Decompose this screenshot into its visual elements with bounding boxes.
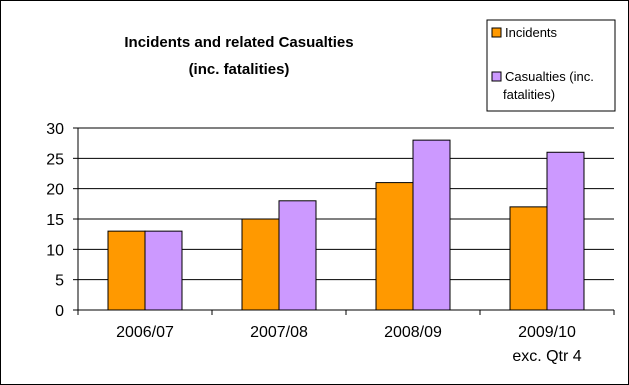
y-tick-label: 15 — [46, 212, 64, 229]
legend-swatch — [491, 27, 502, 38]
y-tick-label: 0 — [55, 303, 64, 320]
bar-incidents-3 — [509, 206, 548, 311]
x-tick-label-line2: exc. Qtr 4 — [512, 348, 581, 365]
bar-casualties-0 — [144, 230, 183, 311]
legend-label: Casualties (inc. — [505, 69, 594, 84]
x-tick-label: 2006/07 — [116, 324, 174, 341]
x-tick-label: 2009/10 — [518, 324, 576, 341]
bars — [107, 139, 585, 311]
legend-box — [486, 19, 616, 112]
chart-title: Incidents and related Casualties — [124, 34, 353, 51]
chart-subtitle: (inc. fatalities) — [189, 61, 290, 78]
bar-incidents-1 — [241, 218, 280, 311]
axes — [73, 127, 615, 315]
legend-label: fatalities) — [503, 87, 555, 102]
legend-swatch — [491, 71, 502, 82]
x-tick-label: 2007/08 — [250, 324, 308, 341]
legend-label: Incidents — [505, 25, 558, 40]
bar-incidents-2 — [375, 182, 414, 311]
y-axis-ticks: 0 5 10 15 20 25 30 — [46, 121, 64, 320]
y-tick-label: 20 — [46, 182, 64, 199]
y-tick-label: 10 — [46, 242, 64, 259]
y-tick-label: 25 — [46, 151, 64, 168]
bar-casualties-2 — [412, 139, 451, 311]
x-axis-ticks: 2006/07 2007/08 2008/09 2009/10 exc. Qtr 4 — [116, 324, 582, 365]
y-tick-label: 5 — [55, 273, 64, 290]
bar-casualties-3 — [546, 151, 585, 311]
bar-incidents-0 — [107, 230, 146, 311]
bar-casualties-1 — [278, 200, 317, 311]
x-tick-label: 2008/09 — [384, 324, 442, 341]
legend: Incidents Casualties (inc. fatalities) — [486, 19, 616, 112]
y-tick-label: 30 — [46, 121, 64, 138]
